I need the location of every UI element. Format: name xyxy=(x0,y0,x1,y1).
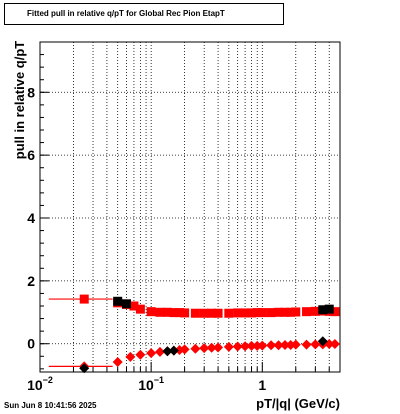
y-tick-label: 8 xyxy=(27,84,35,100)
data-point-square xyxy=(257,308,267,318)
data-point-diamond xyxy=(190,343,201,354)
x-tick-label: 10−1 xyxy=(138,375,164,393)
data-point-diamond xyxy=(135,349,146,360)
data-point-square xyxy=(79,294,89,304)
data-point-diamond xyxy=(223,341,234,352)
data-point-diamond xyxy=(301,339,312,350)
data-point-square xyxy=(135,304,145,314)
data-point-square xyxy=(175,308,185,318)
data-point-diamond xyxy=(257,340,268,351)
data-point-diamond xyxy=(79,363,90,374)
data-point-square xyxy=(324,304,334,314)
y-tick-label: 2 xyxy=(27,273,35,289)
data-point-square xyxy=(146,307,156,317)
data-point-diamond xyxy=(168,345,179,356)
data-point-diamond xyxy=(290,339,301,350)
x-tick-label: 1 xyxy=(258,377,266,393)
data-point-diamond xyxy=(154,346,165,357)
data-point-square xyxy=(266,308,276,318)
data-point-diamond xyxy=(266,340,277,351)
data-point-square xyxy=(233,308,243,318)
data-point-diamond xyxy=(213,342,224,353)
data-point-diamond xyxy=(162,346,173,357)
data-point-square xyxy=(213,308,223,318)
data-point-diamond xyxy=(146,348,157,359)
data-point-square xyxy=(274,307,284,317)
data-point-diamond xyxy=(279,339,290,350)
data-point-diamond xyxy=(199,343,210,354)
data-point-square xyxy=(121,299,131,309)
data-point-square xyxy=(129,301,139,311)
data-point-square xyxy=(247,308,257,318)
data-point-diamond xyxy=(179,344,190,355)
data-point-diamond xyxy=(329,339,340,350)
y-tick-label: 0 xyxy=(27,336,35,352)
chart-title: Fitted pull in relative q/pT for Global … xyxy=(4,3,284,25)
data-point-square xyxy=(162,307,172,317)
data-point-square xyxy=(280,307,290,317)
plot-frame xyxy=(39,41,341,373)
data-point-diamond xyxy=(112,356,123,367)
data-point-square xyxy=(286,307,296,317)
data-point-square xyxy=(330,307,340,317)
data-point-diamond xyxy=(273,340,284,351)
data-point-square xyxy=(291,307,301,317)
y-tick-label: 4 xyxy=(27,210,35,226)
data-point-diamond xyxy=(240,341,251,352)
data-point-square xyxy=(310,306,320,316)
x-axis-label: pT/|q| (GeV/c) xyxy=(256,396,340,411)
data-point-square xyxy=(180,308,190,318)
data-point-diamond xyxy=(125,351,136,362)
data-point-square xyxy=(190,308,200,318)
timestamp: Sun Jun 8 10:41:56 2025 xyxy=(4,401,97,410)
x-tick-label: 10−2 xyxy=(27,375,53,393)
data-point-square xyxy=(207,308,217,318)
y-tick-label: 6 xyxy=(27,147,35,163)
data-point-square xyxy=(318,305,328,315)
data-point-square xyxy=(302,307,312,317)
data-point-square xyxy=(113,296,123,306)
data-point-square xyxy=(199,308,209,318)
data-point-diamond xyxy=(232,341,243,352)
data-point-diamond xyxy=(317,336,328,347)
data-point-square xyxy=(169,308,179,318)
data-point-square xyxy=(240,308,250,318)
data-point-square xyxy=(224,308,234,318)
data-point-square xyxy=(252,308,262,318)
data-point-diamond xyxy=(206,342,217,353)
data-point-diamond xyxy=(310,339,321,350)
data-point-diamond xyxy=(246,340,257,351)
data-point-square xyxy=(155,307,165,317)
